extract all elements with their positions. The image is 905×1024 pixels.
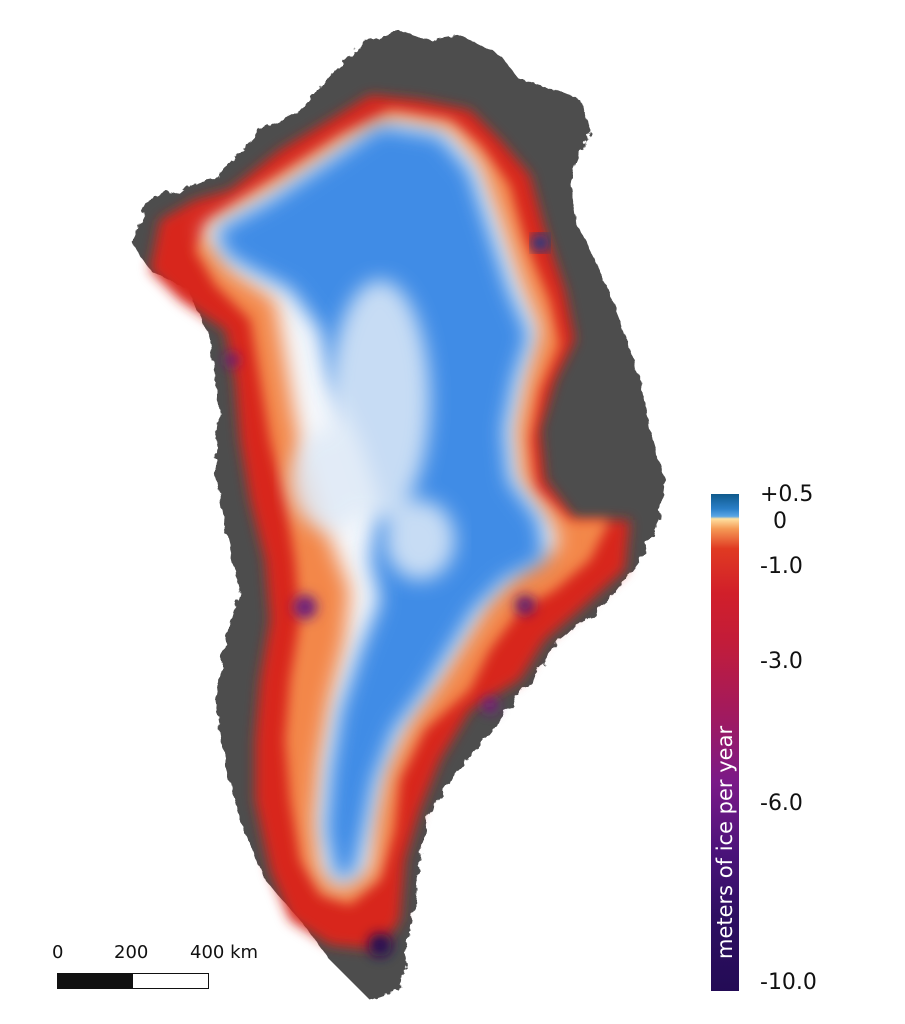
ice-loss-hotspots	[225, 353, 535, 957]
scale-bar	[57, 973, 209, 989]
scale-label-400km: 400 km	[190, 942, 259, 963]
colorbar-title-text: meters of ice per year	[713, 725, 737, 959]
ice-interior-light	[290, 280, 455, 580]
colorbar-tick-minus-1: -1.0	[760, 554, 803, 579]
colorbar-tick-minus-3: -3.0	[760, 649, 803, 674]
colorbar-tick-minus-10: -10.0	[760, 970, 817, 995]
scale-label-200: 200	[114, 942, 149, 963]
ice-gain-hotspot	[531, 234, 549, 252]
scale-bar-white-segment	[133, 974, 208, 988]
scale-bar-black-segment	[58, 974, 133, 988]
colorbar	[711, 494, 739, 991]
colorbar-tick-0: 0	[773, 509, 787, 534]
colorbar-title: meters of ice per year	[711, 494, 739, 991]
colorbar-tick-plus-0-5: +0.5	[760, 482, 814, 507]
scale-label-0: 0	[52, 942, 64, 963]
colorbar-tick-minus-6: -6.0	[760, 791, 803, 816]
